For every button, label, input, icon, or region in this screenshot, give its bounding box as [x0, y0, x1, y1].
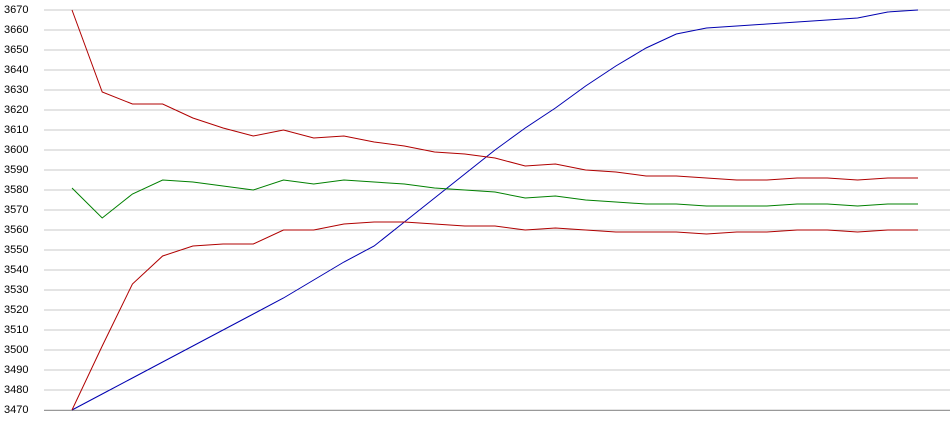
- y-tick-label: 3650: [4, 44, 28, 56]
- y-tick-label: 3600: [4, 144, 28, 156]
- y-tick-label: 3630: [4, 84, 28, 96]
- y-tick-label: 3560: [4, 224, 28, 236]
- series-line: [71, 9, 919, 411]
- series-line: [71, 221, 918, 411]
- y-tick-label: 3640: [4, 64, 28, 76]
- y-tick-label: 3580: [4, 184, 28, 196]
- y-tick-label: 3570: [4, 204, 28, 216]
- y-tick-label: 3540: [4, 264, 28, 276]
- y-tick-label: 3470: [4, 404, 28, 416]
- y-tick-label: 3660: [4, 24, 28, 36]
- y-tick-label: 3530: [4, 284, 28, 296]
- y-tick-label: 3500: [4, 344, 28, 356]
- series-line: [71, 9, 918, 181]
- y-tick-label: 3550: [4, 244, 28, 256]
- y-tick-label: 3590: [4, 164, 28, 176]
- y-tick-label: 3520: [4, 304, 28, 316]
- y-tick-label: 3490: [4, 364, 28, 376]
- y-tick-label: 3610: [4, 124, 28, 136]
- y-tick-label: 3670: [4, 4, 28, 16]
- y-tick-label: 3620: [4, 104, 28, 116]
- series-line: [71, 179, 918, 219]
- y-tick-label: 3510: [4, 324, 28, 336]
- y-tick-label: 3480: [4, 384, 28, 396]
